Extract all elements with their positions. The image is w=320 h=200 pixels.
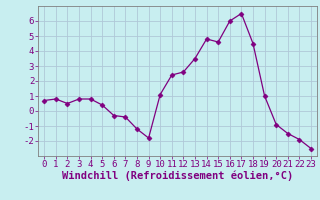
- X-axis label: Windchill (Refroidissement éolien,°C): Windchill (Refroidissement éolien,°C): [62, 171, 293, 181]
